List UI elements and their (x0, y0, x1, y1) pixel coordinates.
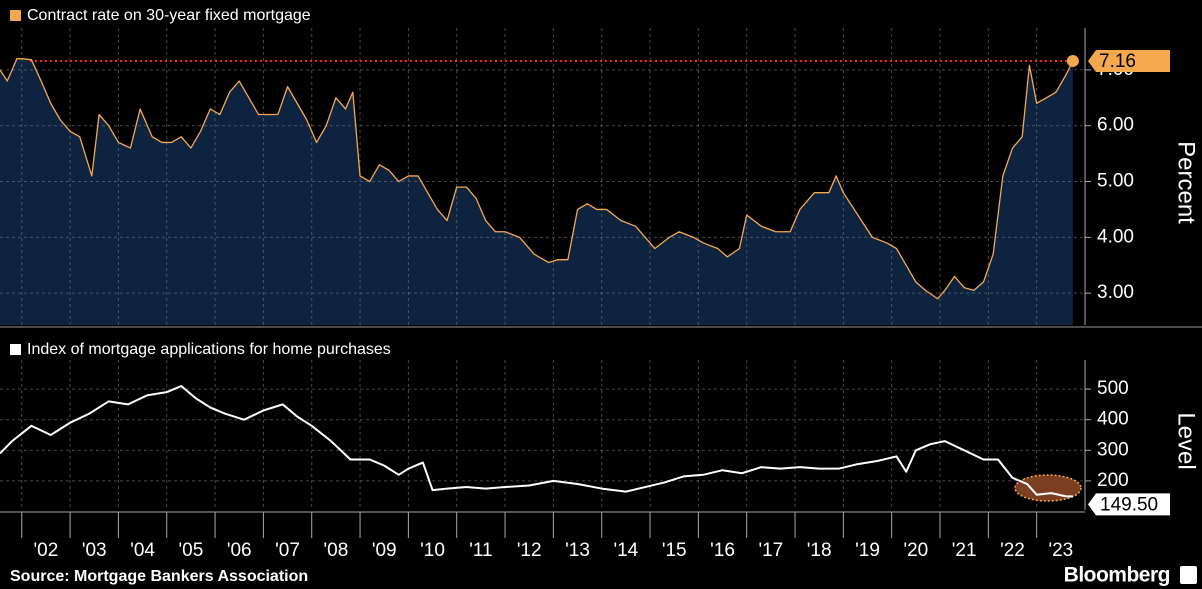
y-tick-label: 200 (1097, 470, 1129, 491)
y-tick-label: 4.00 (1097, 226, 1134, 247)
panel-title: Contract rate on 30-year fixed mortgage (27, 7, 311, 24)
title-marker (10, 10, 21, 21)
x-tick-label: '20 (903, 540, 928, 561)
y-tick-label: 3.00 (1097, 282, 1134, 303)
brand: Bloomberg (1064, 564, 1170, 587)
x-tick-label: '13 (565, 540, 590, 561)
title-marker (10, 344, 21, 355)
x-tick-label: '03 (82, 540, 107, 561)
y-tick-label: 300 (1097, 439, 1129, 460)
x-tick-label: '14 (613, 540, 638, 561)
end-point (1066, 54, 1079, 67)
y-tick-label: 400 (1097, 409, 1129, 430)
x-tick-label: '23 (1048, 540, 1073, 561)
series-line (0, 385, 1073, 498)
end-tag (1088, 49, 1170, 72)
end-tag (1088, 493, 1170, 516)
x-tick-label: '11 (469, 540, 492, 561)
x-tick-label: '16 (710, 540, 735, 561)
panel-title: Index of mortgage applications for home … (27, 341, 391, 358)
y-axis-title: Percent (1173, 141, 1200, 224)
x-tick-label: '02 (34, 540, 59, 561)
x-tick-label: '21 (952, 540, 977, 561)
series-line (0, 58, 1074, 300)
area (0, 58, 1073, 325)
x-tick-label: '06 (227, 540, 252, 561)
brand-icon (1180, 566, 1197, 584)
x-tick-label: '17 (758, 540, 783, 561)
x-tick-label: '22 (1000, 540, 1025, 561)
end-label: 7.16 (1099, 51, 1136, 72)
x-tick-label: '12 (517, 540, 542, 561)
x-tick-label: '05 (179, 540, 204, 561)
x-tick-label: '09 (372, 540, 397, 561)
x-tick-label: '10 (420, 540, 445, 561)
highlight (1014, 474, 1082, 502)
x-tick-label: '18 (807, 540, 832, 561)
x-tick-label: '15 (662, 540, 687, 561)
y-axis-title: Level (1173, 412, 1200, 469)
source: Source: Mortgage Bankers Association (10, 568, 308, 585)
y-tick-label: 5.00 (1097, 171, 1134, 192)
x-tick-label: '08 (324, 540, 349, 561)
x-tick-label: '04 (130, 540, 155, 561)
x-tick-label: '07 (275, 540, 300, 561)
end-label: 149.50 (1100, 494, 1158, 515)
y-tick-label: 6.00 (1097, 115, 1134, 136)
x-tick-label: '19 (855, 540, 880, 561)
y-tick-label: 500 (1097, 378, 1129, 399)
